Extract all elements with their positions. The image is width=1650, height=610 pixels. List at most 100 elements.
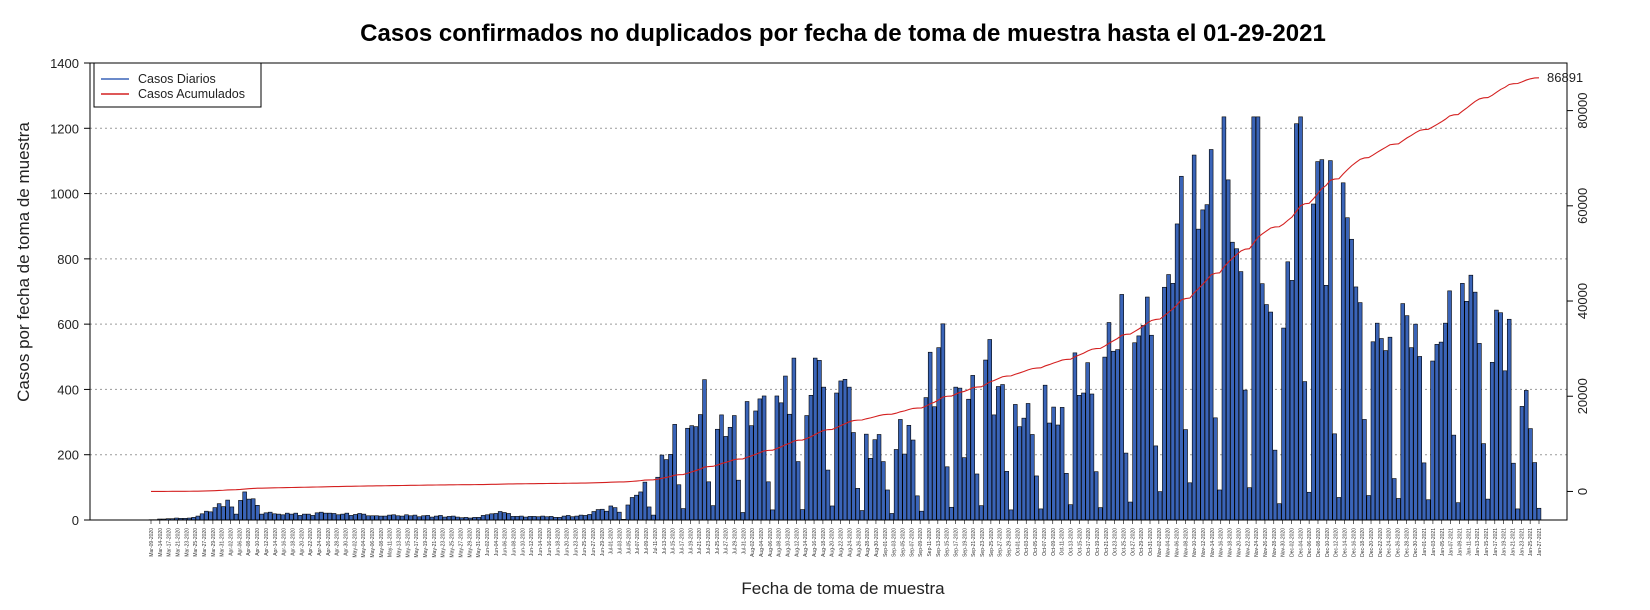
y-tick-label: 1400 <box>50 56 79 71</box>
x-tick-label: Nov-26-2020 <box>1263 528 1269 557</box>
daily-bar <box>676 484 682 521</box>
daily-bar <box>1277 503 1282 521</box>
daily-bar <box>344 512 350 521</box>
cumulative-line <box>151 77 1540 492</box>
x-tick-label: Dec-28-2020 <box>1404 528 1410 557</box>
x-tick-label: Oct-09-2020 <box>1051 528 1057 556</box>
daily-bar <box>238 500 243 521</box>
y-tick-label: 1200 <box>50 121 79 136</box>
daily-bar <box>1302 381 1308 521</box>
x-tick-label: Sep-03-2020 <box>892 528 898 557</box>
daily-bar <box>1149 334 1154 521</box>
x-tick-label: Oct-13-2020 <box>1068 528 1074 556</box>
daily-bar <box>1311 203 1316 521</box>
daily-bar <box>1264 304 1269 521</box>
daily-bar <box>612 507 618 521</box>
x-axis-title: Fecha de toma de muestra <box>741 579 945 598</box>
daily-bar <box>1000 384 1005 521</box>
daily-bar <box>766 481 771 521</box>
daily-bar <box>1106 322 1112 521</box>
x-tick-label: Jul-25-2020 <box>715 528 721 555</box>
daily-bar <box>1413 323 1418 521</box>
daily-bar <box>906 425 912 521</box>
x-tick-label: Nov-16-2020 <box>1219 528 1225 557</box>
daily-bar <box>770 509 775 521</box>
daily-bar <box>991 414 997 521</box>
x-tick-label: Jan-13-2021 <box>1475 528 1481 556</box>
x-tick-label: Mar-27-2020 <box>202 528 208 557</box>
daily-bar <box>706 481 711 521</box>
x-tick-label: May-19-2020 <box>423 528 429 558</box>
daily-bar <box>250 498 256 521</box>
daily-bar <box>872 439 878 521</box>
daily-bar <box>446 516 452 521</box>
x-tick-label: Apr-10-2020 <box>255 528 261 556</box>
daily-bar <box>1217 489 1222 521</box>
y2-tick-label: 40000 <box>1575 283 1590 319</box>
x-tick-label: Oct-27-2020 <box>1130 528 1136 556</box>
daily-bar <box>353 514 358 521</box>
daily-bar <box>1123 452 1129 521</box>
daily-bar <box>889 513 895 521</box>
daily-bar <box>876 434 882 521</box>
daily-bar <box>923 397 929 521</box>
x-tick-label: Jan-19-2021 <box>1502 528 1508 556</box>
daily-bar <box>1153 445 1159 521</box>
x-tick-label: Sep-15-2020 <box>945 528 951 557</box>
x-tick-label: Oct-21-2020 <box>1104 528 1110 556</box>
daily-bar <box>1157 491 1163 521</box>
x-tick-label: Jul-23-2020 <box>706 528 712 555</box>
daily-bar <box>1400 303 1405 521</box>
x-tick-label: Jul-15-2020 <box>671 528 677 555</box>
daily-bar <box>285 512 290 521</box>
daily-bar <box>885 489 890 521</box>
cumulative-final-label: 86891 <box>1547 70 1583 85</box>
daily-bar <box>425 515 430 521</box>
daily-bar <box>710 505 716 521</box>
daily-bar <box>1285 261 1291 521</box>
x-tick-label: Oct-23-2020 <box>1113 528 1119 556</box>
y-tick-label: 200 <box>57 448 79 463</box>
daily-bar <box>1234 248 1239 521</box>
daily-bar <box>855 488 860 521</box>
daily-bar <box>297 515 303 521</box>
daily-bar <box>1102 356 1107 521</box>
daily-bar <box>348 515 354 521</box>
y-tick-label: 0 <box>72 513 79 528</box>
daily-bar <box>548 516 554 521</box>
daily-bar <box>276 513 281 521</box>
daily-bar <box>800 509 805 521</box>
daily-bar <box>1247 487 1252 521</box>
x-tick-label: Mar-21-2020 <box>176 528 182 557</box>
x-tick-label: Jun-16-2020 <box>547 528 553 556</box>
x-tick-label: Aug-24-2020 <box>847 528 853 557</box>
daily-bar <box>1093 471 1099 521</box>
x-tick-label: Jul-29-2020 <box>732 528 738 555</box>
daily-bar <box>915 495 920 521</box>
daily-bar <box>702 379 707 521</box>
x-tick-label: Jan-03-2021 <box>1431 528 1437 556</box>
x-tick-label: Jan-01-2021 <box>1422 528 1428 556</box>
daily-bar <box>1140 325 1146 521</box>
x-tick-label: Dec-26-2020 <box>1396 528 1402 557</box>
x-tick-label: Nov-12-2020 <box>1201 528 1207 557</box>
daily-bar <box>761 395 767 521</box>
daily-bar <box>1132 342 1137 521</box>
daily-bar <box>881 461 886 521</box>
x-tick-label: Jul-01-2020 <box>609 528 615 555</box>
daily-bar <box>919 510 924 521</box>
x-axis: Mar-09-2020 Mar-14-2020 Mar-17-2020 Mar-21-… <box>149 519 1543 558</box>
daily-bar <box>485 514 490 521</box>
x-tick-label: May-21-2020 <box>432 528 438 558</box>
daily-bar <box>510 516 516 521</box>
x-tick-label: Apr-28-2020 <box>335 528 341 556</box>
daily-bar <box>1255 116 1261 521</box>
daily-bar <box>421 515 426 521</box>
daily-bar <box>1528 428 1533 521</box>
x-tick-label: Apr-06-2020 <box>237 528 243 556</box>
daily-bar <box>1451 434 1457 521</box>
daily-bar <box>540 515 545 521</box>
legend-label-cumulative: Casos Acumulados <box>138 87 245 101</box>
daily-bar <box>1417 356 1422 521</box>
daily-bar <box>1204 204 1210 521</box>
